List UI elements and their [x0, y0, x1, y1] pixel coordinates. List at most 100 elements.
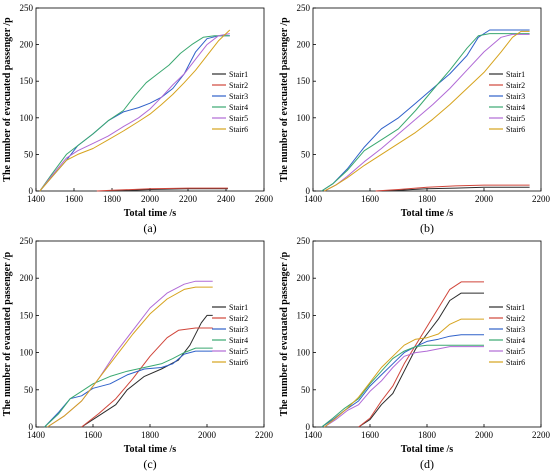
- panel-b-legend-label: Stair1: [506, 70, 525, 79]
- panel-c-legend-label: Stair5: [229, 347, 248, 356]
- panel-a-x-tick-label: 1400: [27, 194, 46, 204]
- panel-d-y-axis-label: The number of evacuated passenger /p: [279, 251, 290, 416]
- panel-b-x-tick-label: 1600: [361, 194, 380, 204]
- panel-c-y-tick-label: 50: [24, 385, 34, 395]
- panel-b-x-axis-label: Total time /s: [401, 208, 454, 219]
- panel-d-x-tick-label: 1400: [304, 430, 323, 440]
- panel-a-legend-label: Stair1: [229, 70, 248, 79]
- panel-b-y-tick-label: 50: [301, 149, 311, 159]
- panel-a-legend-label: Stair4: [229, 103, 248, 112]
- panel-c-x-tick-label: 1600: [84, 430, 103, 440]
- panel-a-y-tick-label: 150: [20, 76, 34, 86]
- panel-b-y-axis-label: The number of evacuated passenger /p: [279, 17, 290, 182]
- panel-b-series-stair2-line: [375, 184, 530, 192]
- panel-d-legend-label: Stair4: [506, 336, 525, 345]
- panel-c-series-stair6-line: [47, 286, 213, 428]
- panel-c-legend-label: Stair4: [229, 336, 248, 345]
- panel-a-x-axis-label: Total time /s: [124, 208, 177, 219]
- panel-a-y-tick-label: 250: [20, 3, 34, 13]
- panel-c-legend-label: Stair6: [229, 358, 248, 367]
- panel-c-y-tick-label: 0: [29, 422, 34, 432]
- panel-d-y-tick-label: 100: [297, 348, 311, 358]
- panel-b-series-stair4-line: [321, 33, 530, 192]
- panel-b-legend-label: Stair3: [506, 92, 525, 101]
- panel-c-y-tick-label: 100: [20, 348, 34, 358]
- panel-a-legend-label: Stair2: [229, 81, 248, 90]
- panel-d-y-tick-label: 150: [297, 310, 311, 320]
- panel-b-y-tick-label: 250: [297, 3, 311, 13]
- panel-c-x-tick-label: 1800: [141, 430, 160, 440]
- panel-c-y-tick-label: 200: [20, 273, 34, 283]
- panel-b-series-stair6-line: [324, 30, 530, 192]
- panel-b: 1400 1600 1800 2000 2200 0 50 100 150 200 250 Stair…: [279, 3, 550, 235]
- panel-c-y-axis-label: The number of evacuated passenger /p: [2, 251, 13, 416]
- panel-a-series-stair2-line: [96, 187, 228, 192]
- panel-b-label: (b): [420, 221, 434, 235]
- panel-a-label: (a): [143, 221, 156, 235]
- panel-b-legend-label: Stair5: [506, 114, 525, 123]
- panel-a-y-tick-label: 0: [29, 186, 34, 196]
- panel-c-legend-label: Stair2: [229, 314, 248, 323]
- panel-d-y-tick-label: 200: [297, 273, 311, 283]
- panel-d: 1400 1600 1800 2000 2200 0 50 100 150 200 250 Stair…: [279, 236, 550, 471]
- panel-a-legend-label: Stair3: [229, 92, 248, 101]
- panel-c-series-stair2-line: [81, 327, 213, 428]
- panel-d-series-stair2-line: [358, 281, 484, 428]
- panel-a-y-tick-label: 50: [24, 149, 34, 159]
- panel-c-y-tick-label: 150: [20, 310, 34, 320]
- panel-c-series-stair4-line: [44, 347, 213, 428]
- panel-d-x-tick-label: 1600: [361, 430, 380, 440]
- panel-d-series-stair3-line: [321, 334, 484, 428]
- panel-b-series-stair5-line: [324, 33, 530, 192]
- panel-d-y-tick-label: 0: [306, 422, 311, 432]
- panel-d-y-tick-label: 50: [301, 385, 311, 395]
- panel-b-legend-label: Stair4: [506, 103, 525, 112]
- panel-b-y-tick-label: 0: [306, 186, 311, 196]
- panel-d-series-stair5-line: [324, 346, 484, 428]
- panel-b-series-stair1-line: [375, 186, 530, 192]
- panel-d-series-stair6-line: [324, 318, 484, 428]
- panel-c-legend-label: Stair3: [229, 325, 248, 334]
- panel-b-legend-label: Stair6: [506, 125, 525, 134]
- panel-c-series-stair5-line: [47, 280, 213, 428]
- panel-c-series-stair1-line: [81, 314, 213, 428]
- panel-d-legend-label: Stair3: [506, 325, 525, 334]
- panel-c-x-axis-label: Total time /s: [124, 444, 177, 455]
- panel-a-legend-label: Stair5: [229, 114, 248, 123]
- panel-d-label: (d): [420, 457, 434, 471]
- panel-c-x-tick-label: 2200: [255, 430, 274, 440]
- panel-a-y-tick-label: 100: [20, 113, 34, 123]
- panel-a-series-stair6-line: [39, 29, 231, 192]
- panel-b-x-tick-label: 2000: [475, 194, 494, 204]
- panel-c-x-tick-label: 1400: [27, 430, 46, 440]
- panel-b-y-tick-label: 100: [297, 113, 311, 123]
- panel-d-x-tick-label: 2200: [532, 430, 550, 440]
- panel-a-series-stair3-line: [39, 35, 230, 192]
- panel-d-legend-label: Stair2: [506, 314, 525, 323]
- panel-b-legend-label: Stair2: [506, 81, 525, 90]
- panel-a: 1400 1600 1800 2000 2200 2400 2600 0 50 100 150 200…: [2, 3, 274, 235]
- panel-c-y-tick-label: 250: [20, 236, 34, 246]
- panel-a-series-stair4-line: [39, 35, 230, 192]
- panel-a-x-tick-label: 2600: [255, 194, 274, 204]
- panel-a-x-tick-label: 1600: [65, 194, 84, 204]
- panel-d-x-axis-label: Total time /s: [401, 444, 454, 455]
- panel-b-x-tick-label: 2200: [532, 194, 550, 204]
- panel-d-legend-label: Stair5: [506, 347, 525, 356]
- panel-b-series-stair3-line: [321, 29, 530, 192]
- panel-a-y-tick-label: 200: [20, 40, 34, 50]
- panel-d-series-stair1-line: [358, 292, 484, 428]
- panel-a-series-stair5-line: [39, 33, 230, 192]
- panel-b-x-tick-label: 1800: [418, 194, 437, 204]
- panel-c-legend-label: Stair1: [229, 303, 248, 312]
- panel-b-x-tick-label: 1400: [304, 194, 323, 204]
- panel-a-x-tick-label: 2200: [179, 194, 198, 204]
- panel-b-y-tick-label: 150: [297, 76, 311, 86]
- panel-a-y-axis-label: The number of evacuated passenger /p: [2, 17, 13, 182]
- panel-c: 1400 1600 1800 2000 2200 0 50 100 150 200 250 Stair…: [2, 236, 274, 471]
- panel-a-x-tick-label: 2400: [217, 194, 236, 204]
- panel-d-legend-label: Stair6: [506, 358, 525, 367]
- panel-d-y-tick-label: 250: [297, 236, 311, 246]
- panel-d-x-tick-label: 1800: [418, 430, 437, 440]
